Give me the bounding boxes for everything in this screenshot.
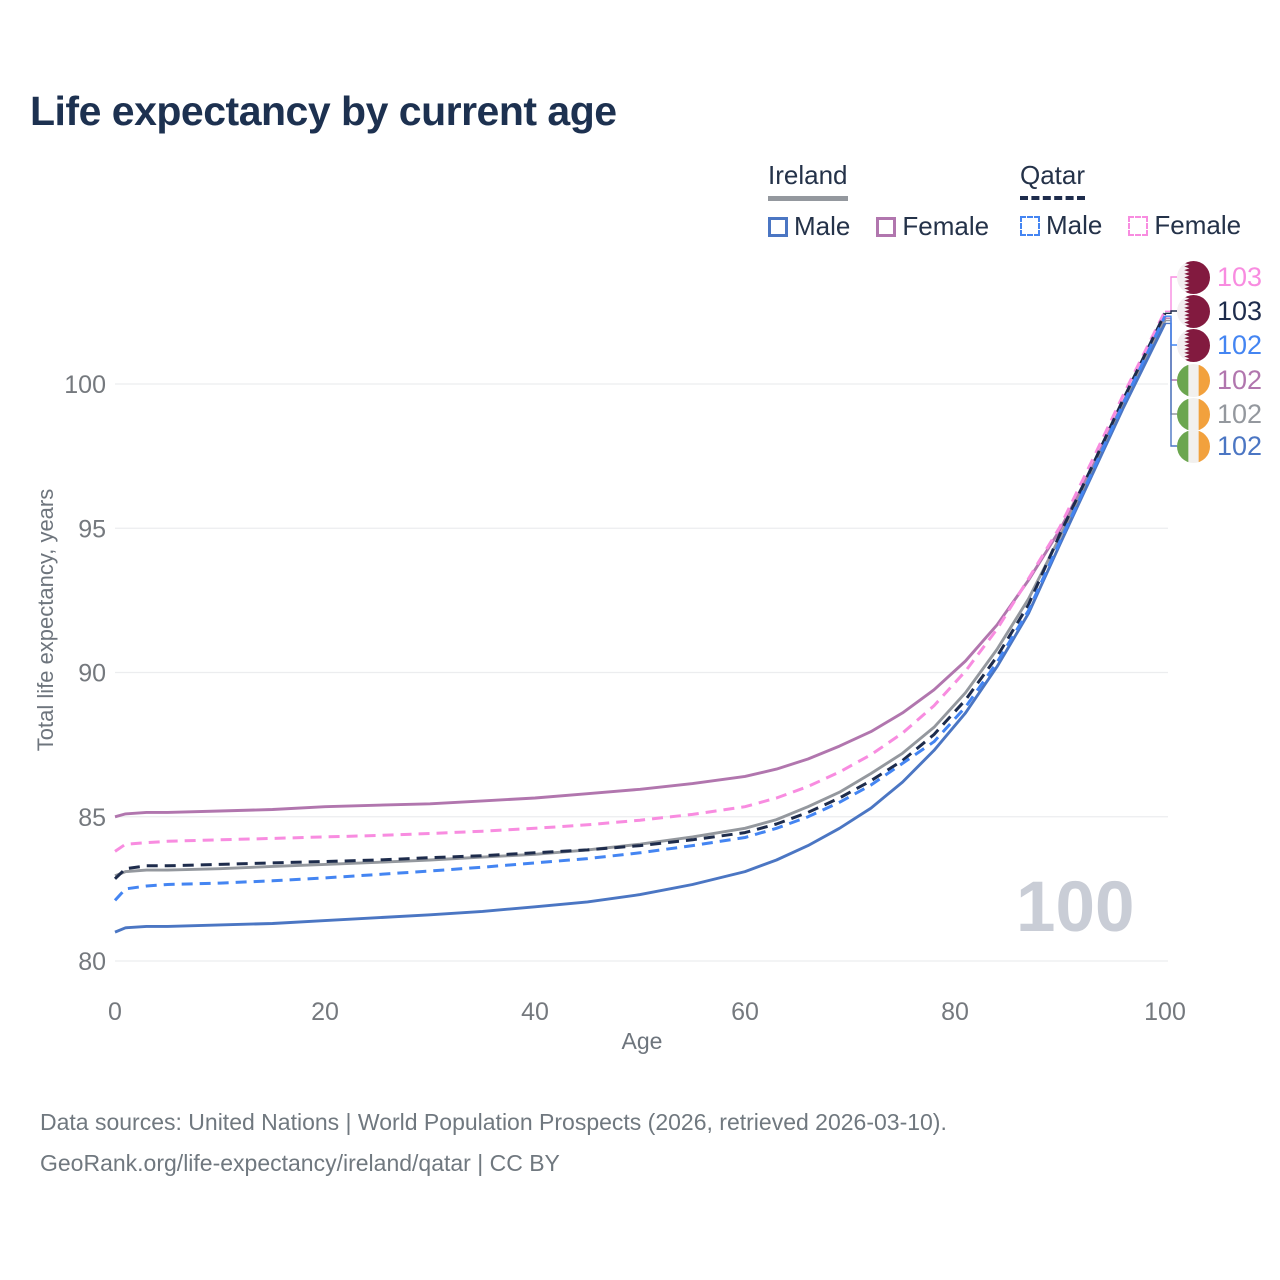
x-tick-20: 20: [311, 998, 339, 1026]
footer: Data sources: United Nations | World Pop…: [40, 1102, 947, 1184]
legend-label: Male: [794, 211, 851, 241]
footer-link: GeoRank.org/life-expectancy/ireland/qata…: [40, 1150, 560, 1176]
end-label-qatar-female: 103: [1177, 260, 1263, 294]
series-line-qatar-male: [113, 315, 1167, 902]
end-label-value: 102: [1217, 430, 1263, 461]
end-label-value: 102: [1217, 364, 1263, 395]
end-label-value: 102: [1217, 398, 1263, 429]
legend-country-qatar: Qatar: [1020, 160, 1086, 200]
legend-item-qatar-female[interactable]: Female: [1128, 210, 1241, 241]
series-line-qatar-female: [114, 310, 1167, 853]
legend-item-ireland-female[interactable]: Female: [876, 211, 989, 242]
qatar-flag-icon: [1177, 260, 1210, 294]
qatar-flag-icon: [1177, 294, 1210, 328]
end-label-ireland-female: 102: [1177, 363, 1263, 397]
ireland-flag-icon: [1177, 397, 1210, 431]
leader-line-qatar-all: [1165, 310, 1177, 314]
legend-label: Female: [902, 211, 990, 241]
ireland-female-swatch-icon: [876, 216, 897, 237]
end-label-value: 103: [1217, 261, 1263, 292]
x-tick-0: 0: [108, 998, 122, 1026]
end-label-ireland-all: 102: [1177, 397, 1263, 431]
x-tick-100: 100: [1144, 998, 1186, 1026]
ireland-flag-icon: [1177, 363, 1210, 397]
x-axis-title: Age: [621, 1028, 663, 1054]
page-title: Life expectancy by current age: [30, 88, 617, 134]
series-line-ireland-all: [114, 319, 1167, 878]
leader-line-ireland-male: [1165, 322, 1177, 447]
leader-line-qatar-male: [1165, 315, 1177, 346]
legend-group-qatar: Qatar Male Female: [1020, 160, 1241, 241]
y-tick-95: 95: [78, 515, 106, 543]
y-tick-100: 100: [64, 371, 106, 399]
ireland-male-swatch-icon: [768, 216, 788, 237]
legend-item-ireland-male[interactable]: Male: [768, 211, 850, 242]
y-tick-85: 85: [78, 804, 106, 832]
series-line-qatar-all: [113, 312, 1167, 880]
legend-group-ireland: Ireland Male Female: [768, 160, 989, 242]
end-label-value: 103: [1217, 295, 1263, 326]
end-label-qatar-male: 102: [1177, 328, 1263, 362]
end-label-ireland-male: 102: [1177, 429, 1263, 463]
series-line-ireland-female: [114, 317, 1167, 819]
end-label-qatar-all: 103: [1177, 294, 1263, 328]
x-tick-60: 60: [731, 998, 759, 1026]
ireland-flag-icon: [1177, 429, 1210, 463]
y-tick-80: 80: [78, 948, 106, 976]
qatar-male-swatch-icon: [1020, 215, 1040, 236]
x-tick-80: 80: [941, 998, 969, 1026]
y-tick-90: 90: [78, 660, 106, 688]
x-tick-40: 40: [521, 998, 549, 1026]
legend-label: Male: [1046, 210, 1103, 240]
legend-country-ireland: Ireland: [768, 160, 848, 201]
age-counter-watermark: 100: [1016, 868, 1135, 947]
qatar-flag-icon: [1177, 328, 1210, 362]
leader-line-qatar-female: [1165, 276, 1177, 312]
legend-item-qatar-male[interactable]: Male: [1020, 210, 1102, 241]
footer-sources: Data sources: United Nations | World Pop…: [40, 1109, 947, 1135]
end-label-value: 102: [1217, 329, 1263, 360]
qatar-female-swatch-icon: [1128, 215, 1149, 236]
legend-label: Female: [1154, 210, 1242, 240]
series-line-ireland-male: [114, 322, 1167, 934]
y-axis-title: Total life expectancy, years: [33, 488, 58, 752]
